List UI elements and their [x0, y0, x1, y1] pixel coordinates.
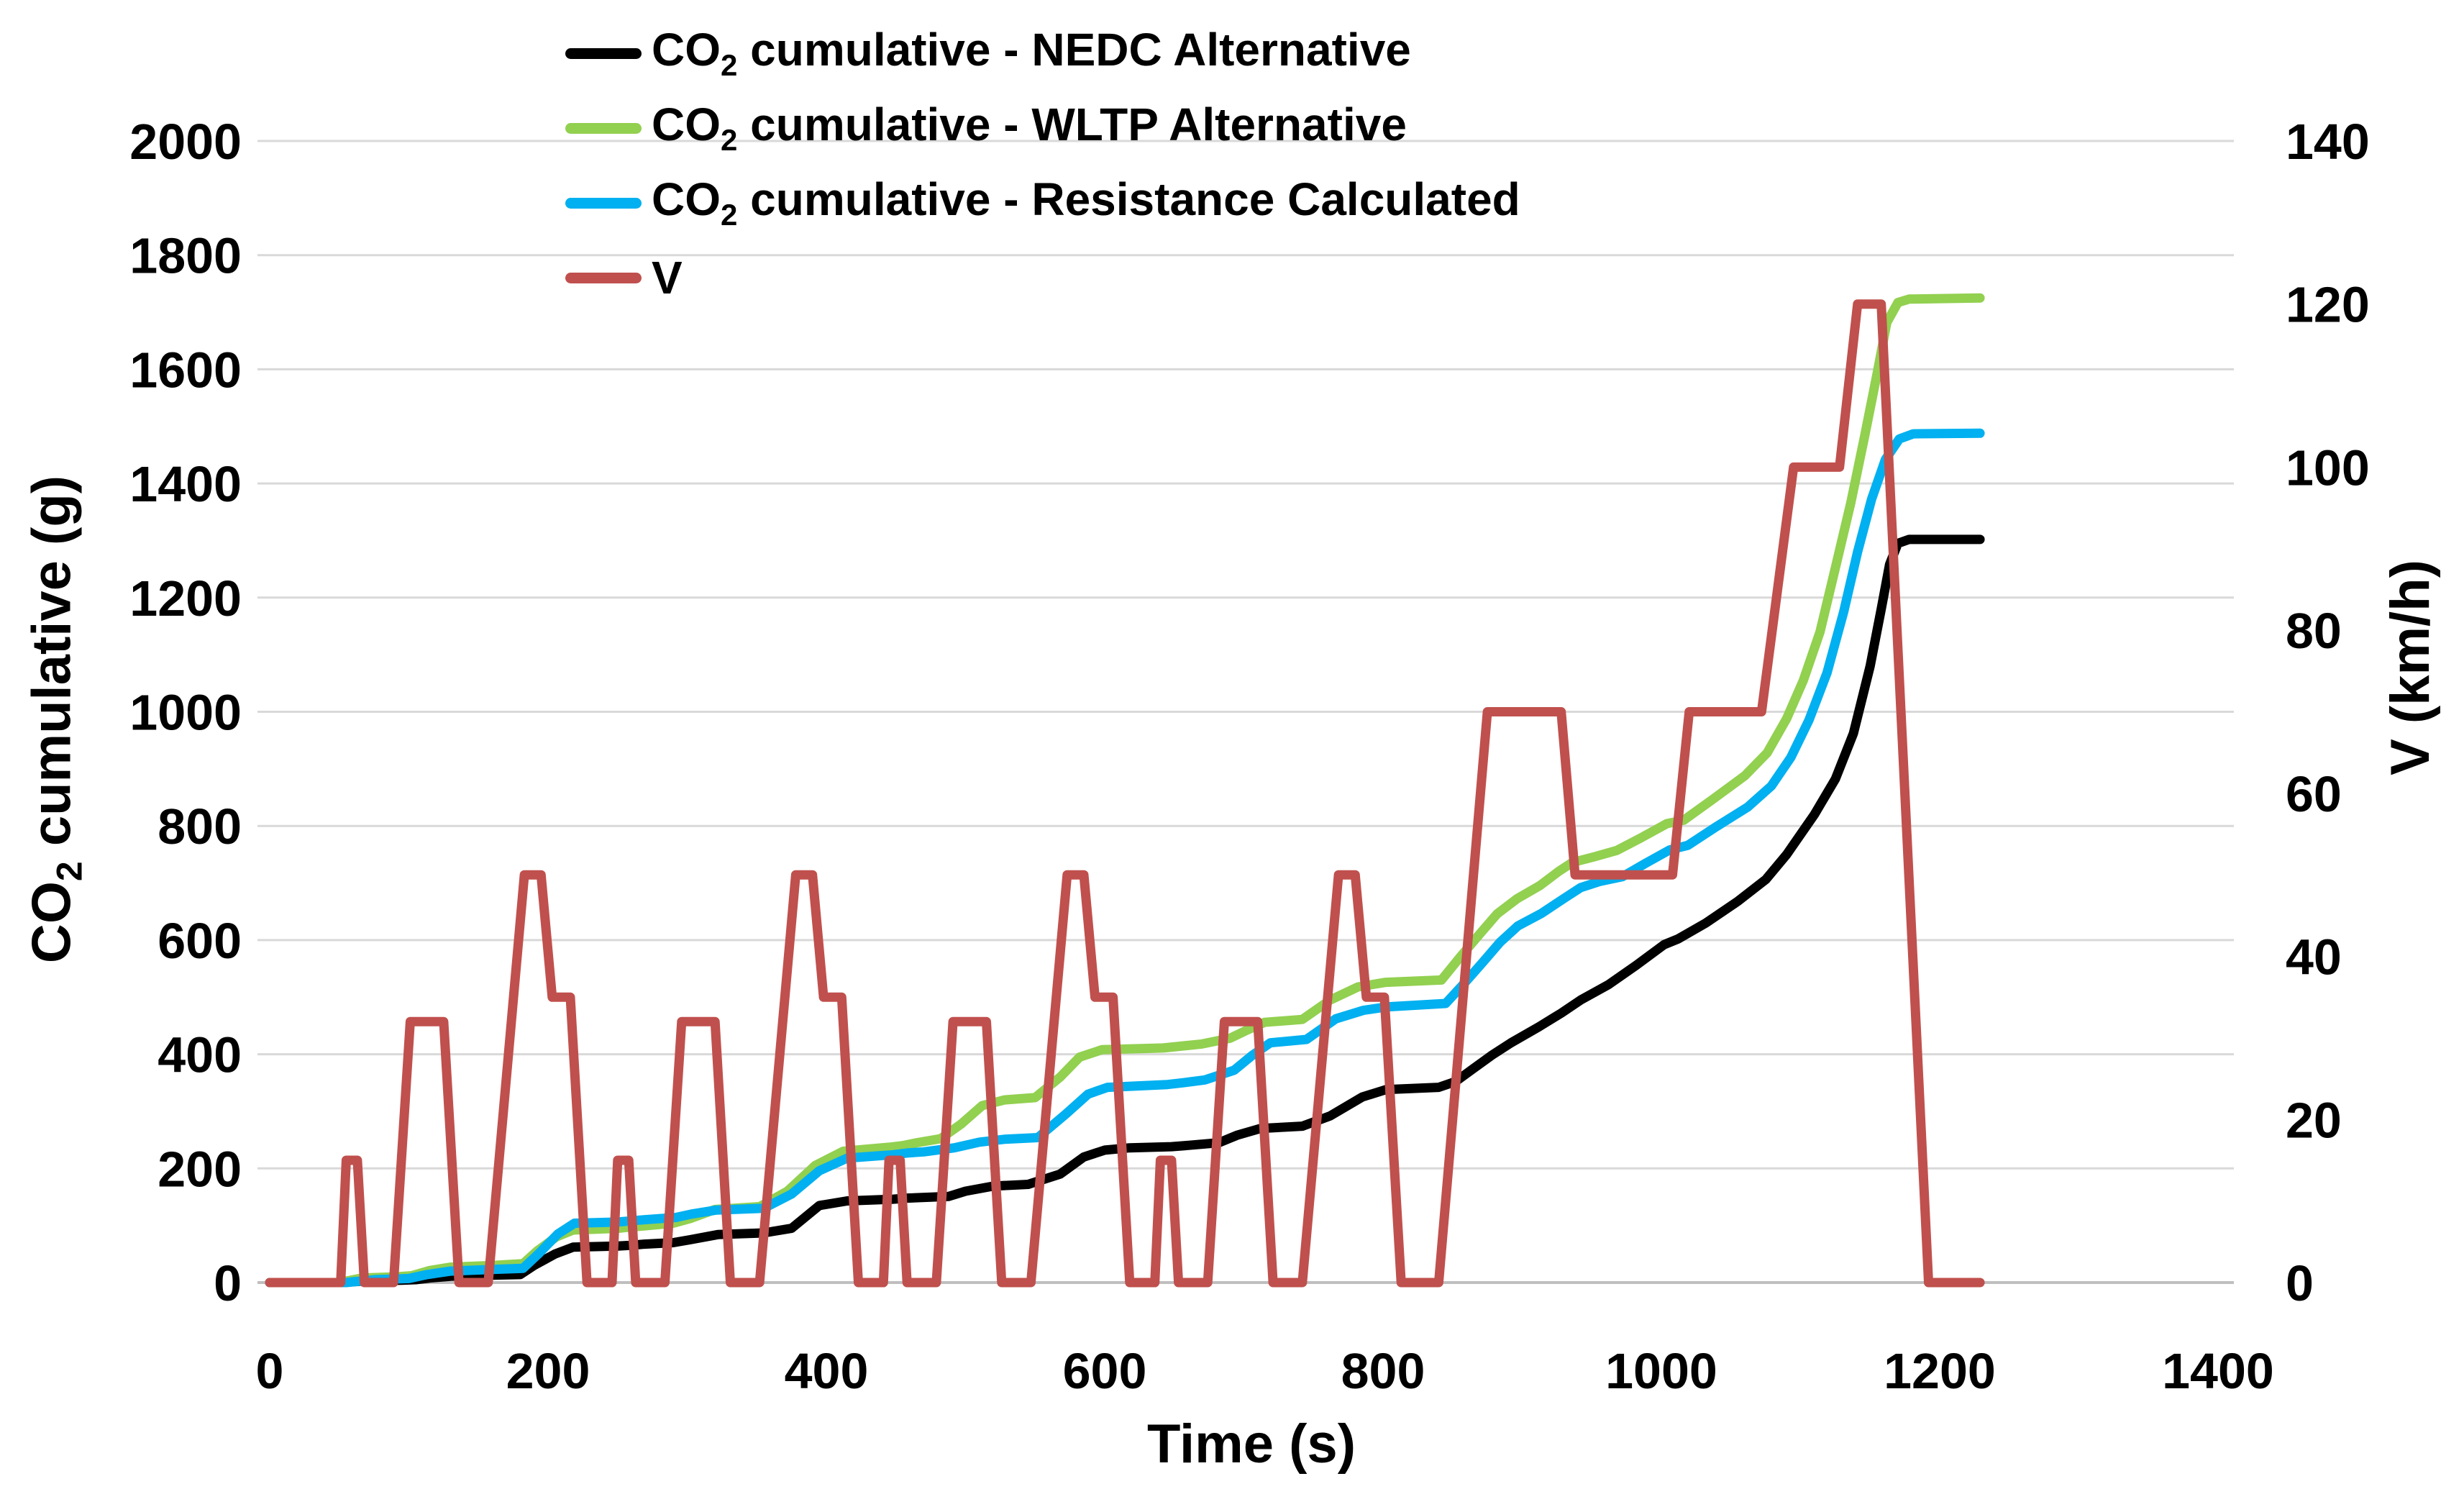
legend-item-v: V	[565, 240, 1520, 315]
legend-swatch-nedc	[565, 47, 642, 59]
y-left-tick-label: 1200	[129, 570, 242, 627]
y-left-tick-label: 1400	[129, 456, 242, 512]
y-right-tick-label: 140	[2286, 114, 2370, 170]
x-tick-label: 400	[785, 1343, 869, 1399]
legend-item-nedc: CO2 cumulative - NEDC Alternative	[565, 16, 1520, 91]
legend-label-v: V	[652, 252, 683, 304]
y-right-tick-label: 120	[2286, 277, 2370, 333]
y-left-tick-label: 1800	[129, 228, 242, 284]
y-axis-title-right: V (km/h)	[2380, 560, 2441, 775]
y-left-tick-label: 0	[214, 1255, 242, 1311]
legend-swatch-wltp	[565, 122, 642, 134]
y-left-tick-label: 1000	[129, 685, 242, 741]
legend-swatch-v	[565, 272, 642, 283]
y-right-tick-label: 80	[2286, 603, 2342, 659]
y-right-tick-label: 20	[2286, 1092, 2342, 1148]
x-tick-label: 0	[256, 1343, 284, 1399]
legend: CO2 cumulative - NEDC Alternative CO2 cum…	[565, 16, 1520, 315]
x-tick-label: 1400	[2162, 1343, 2274, 1399]
legend-label-nedc: CO2 cumulative - NEDC Alternative	[652, 23, 1411, 82]
y-left-tick-label: 200	[158, 1141, 242, 1197]
x-tick-label: 800	[1341, 1343, 1425, 1399]
y-left-tick-label: 800	[158, 798, 242, 855]
y-right-tick-label: 0	[2286, 1255, 2314, 1311]
y-left-title-text-rest: cumulative (g)	[21, 475, 83, 862]
y-left-tick-label: 600	[158, 913, 242, 969]
y-left-tick-label: 400	[158, 1027, 242, 1083]
y-left-title-subscript: 2	[49, 861, 90, 882]
y-right-tick-label: 100	[2286, 440, 2370, 496]
legend-label-wltp: CO2 cumulative - WLTP Alternative	[652, 98, 1407, 157]
legend-item-wltp: CO2 cumulative - WLTP Alternative	[565, 91, 1520, 165]
legend-swatch-resistance	[565, 197, 642, 209]
legend-item-resistance: CO2 cumulative - Resistance Calculated	[565, 165, 1520, 240]
x-tick-label: 1200	[1884, 1343, 1996, 1399]
y-left-tick-label: 1600	[129, 342, 242, 398]
y-right-tick-label: 60	[2286, 766, 2342, 822]
series-line-v	[265, 299, 1985, 1288]
x-axis-title: Time (s)	[1146, 1413, 1356, 1475]
x-tick-label: 1000	[1605, 1343, 1717, 1399]
series-line-nedc	[265, 534, 1985, 1288]
y-left-tick-label: 2000	[129, 114, 242, 170]
x-tick-label: 200	[506, 1343, 590, 1399]
legend-label-resistance: CO2 cumulative - Resistance Calculated	[652, 173, 1520, 232]
x-tick-label: 600	[1063, 1343, 1147, 1399]
y-left-title-text: CO	[21, 881, 83, 964]
y-axis-title-left: CO2 cumulative (g)	[21, 475, 90, 964]
y-right-tick-label: 40	[2286, 929, 2342, 985]
